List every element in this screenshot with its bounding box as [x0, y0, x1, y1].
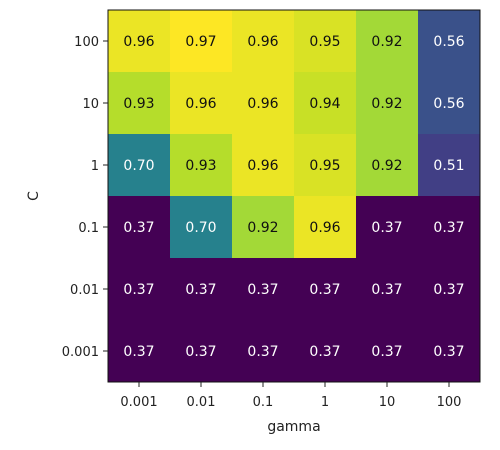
x-axis-label: gamma [267, 419, 320, 435]
heatmap-cell [356, 196, 419, 259]
y-tick-label: 10 [82, 97, 99, 112]
heatmap-cell [108, 134, 171, 197]
heatmap-cell [232, 258, 295, 321]
heatmap-cell [170, 196, 233, 259]
x-tick-label: 100 [437, 395, 462, 410]
cell-value-label: 0.56 [433, 34, 464, 50]
heatmap-cell [232, 134, 295, 197]
cell-value-label: 0.95 [309, 34, 340, 50]
heatmap-cell [170, 10, 233, 73]
cell-value-label: 0.96 [247, 158, 278, 174]
heatmap-cell [232, 320, 295, 383]
x-tick-label: 1 [321, 395, 329, 410]
heatmap-cell [418, 258, 481, 321]
x-tick-label: 0.001 [120, 395, 157, 410]
heatmap-cell [356, 10, 419, 73]
heatmap-cell [294, 10, 357, 73]
y-axis-ticks: 100 10 1 0.1 0.01 0.001 [62, 35, 108, 360]
x-tick-label: 0.01 [187, 395, 216, 410]
x-tick-label: 0.1 [253, 395, 274, 410]
cell-value-label: 0.96 [185, 96, 216, 112]
cell-value-label: 0.94 [309, 96, 340, 112]
cell-value-label: 0.56 [433, 96, 464, 112]
cell-value-label: 0.93 [185, 158, 216, 174]
heatmap-cell [294, 196, 357, 259]
heatmap-cell [108, 72, 171, 135]
cell-value-label: 0.93 [123, 96, 154, 112]
cell-value-label: 0.37 [371, 344, 402, 360]
x-tick-label: 10 [379, 395, 396, 410]
heatmap-cell [108, 258, 171, 321]
heatmap-cell [108, 320, 171, 383]
heatmap-cell [294, 72, 357, 135]
y-tick-label: 0.1 [78, 221, 99, 236]
y-axis-label: C [26, 191, 42, 201]
plot-frame [107, 9, 481, 383]
cell-value-label: 0.37 [123, 220, 154, 236]
cell-value-label: 0.37 [309, 282, 340, 298]
cell-value-label: 0.95 [309, 158, 340, 174]
cell-value-label: 0.37 [185, 282, 216, 298]
y-tick-label: 0.001 [62, 345, 99, 360]
cell-value-label: 0.70 [123, 158, 154, 174]
heatmap-cell [108, 10, 171, 73]
cell-value-label: 0.37 [123, 344, 154, 360]
heatmap-cell [294, 320, 357, 383]
heatmap-cell [232, 72, 295, 135]
heatmap-cell [108, 196, 171, 259]
heatmap-cell [356, 258, 419, 321]
y-tick-label: 100 [74, 35, 99, 50]
heatmap-cell [418, 72, 481, 135]
heatmap-cell [232, 10, 295, 73]
heatmap-cell [418, 10, 481, 73]
y-tick-label: 0.01 [70, 283, 99, 298]
y-tick-label: 1 [91, 159, 99, 174]
heatmap-cell [294, 134, 357, 197]
cell-value-label: 0.37 [309, 344, 340, 360]
heatmap-cell [170, 134, 233, 197]
cell-value-label: 0.92 [371, 34, 402, 50]
cell-value-label: 0.37 [123, 282, 154, 298]
heatmap-cells: 0.96 0.97 0.96 0.95 0.92 0.56 0.93 0.96 0.96 0.94… [107, 9, 481, 383]
cell-value-label: 0.96 [309, 220, 340, 236]
heatmap-cell [170, 72, 233, 135]
cell-value-label: 0.37 [433, 344, 464, 360]
heatmap-cell [232, 196, 295, 259]
heatmap-cell [418, 196, 481, 259]
cell-value-label: 0.92 [371, 96, 402, 112]
heatmap-cell [170, 258, 233, 321]
cell-value-label: 0.37 [247, 344, 278, 360]
x-axis-ticks: 0.001 0.01 0.1 1 10 100 [120, 382, 461, 410]
heatmap-cell [294, 258, 357, 321]
cell-value-label: 0.37 [371, 282, 402, 298]
heatmap-cell [170, 320, 233, 383]
cell-value-label: 0.92 [371, 158, 402, 174]
heatmap-cell [356, 72, 419, 135]
heatmap-cell [356, 134, 419, 197]
cell-value-label: 0.37 [371, 220, 402, 236]
cell-value-label: 0.37 [433, 282, 464, 298]
cell-value-label: 0.92 [247, 220, 278, 236]
heatmap-cell [418, 320, 481, 383]
cell-value-label: 0.37 [185, 344, 216, 360]
cell-value-label: 0.97 [185, 34, 216, 50]
cell-value-label: 0.37 [247, 282, 278, 298]
heatmap-cell [418, 134, 481, 197]
cell-value-label: 0.70 [185, 220, 216, 236]
cell-value-label: 0.96 [123, 34, 154, 50]
heatmap-cell [356, 320, 419, 383]
cell-value-label: 0.37 [433, 220, 464, 236]
cell-value-label: 0.51 [433, 158, 464, 174]
cell-value-label: 0.96 [247, 34, 278, 50]
cell-value-label: 0.96 [247, 96, 278, 112]
